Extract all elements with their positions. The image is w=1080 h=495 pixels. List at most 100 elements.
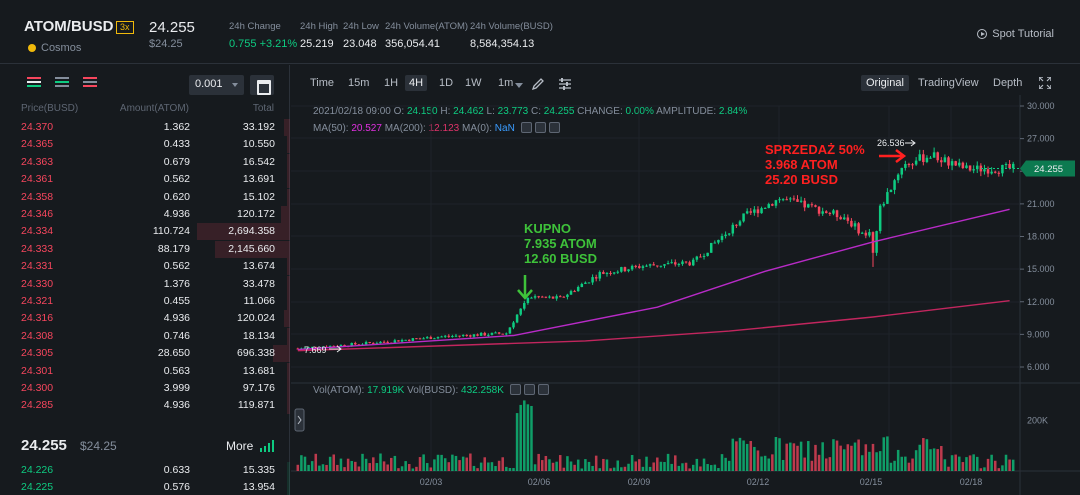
candle-body (825, 211, 828, 213)
ask-row[interactable]: 24.333 88.179 2,145.660 (0, 240, 290, 258)
fullscreen-icon[interactable] (1039, 77, 1051, 89)
view-original-tab[interactable]: Original (861, 75, 909, 91)
candle-body (681, 261, 684, 265)
candle-body (677, 264, 681, 266)
view-bids-icon[interactable] (55, 77, 69, 89)
collapse-handle (294, 408, 305, 432)
ask-row[interactable]: 24.330 1.376 33.478 (0, 275, 290, 293)
ask-row[interactable]: 24.331 0.562 13.674 (0, 258, 290, 276)
ask-row[interactable]: 24.346 4.936 120.172 (0, 206, 290, 223)
ask-row[interactable]: 24.300 3.999 97.176 (0, 380, 290, 397)
pair-title[interactable]: ATOM/BUSD (24, 18, 114, 35)
volume-bar (756, 450, 760, 471)
settings-sliders-icon[interactable] (558, 77, 572, 91)
close-icon[interactable] (548, 122, 560, 133)
volume-bar (429, 467, 433, 471)
gear-icon[interactable] (523, 384, 535, 395)
bid-row[interactable]: 24.226 0.633 15.335 (0, 462, 290, 479)
volume-bar (850, 445, 853, 471)
volume-bar (753, 446, 756, 471)
volume-bar (781, 459, 785, 471)
ma0-value: NaN (494, 123, 515, 134)
candle-body (648, 264, 652, 266)
volume-bar (785, 443, 788, 471)
depth-bar (284, 310, 290, 328)
eye-icon[interactable] (509, 384, 521, 395)
ask-amount: 88.179 (157, 242, 190, 255)
ask-row[interactable]: 24.301 0.563 13.681 (0, 362, 290, 380)
candle-body (814, 205, 817, 207)
candle-body (922, 154, 925, 163)
candlestick-chart[interactable]: 30.00027.00024.00021.00018.00015.00012.0… (291, 65, 1080, 495)
ask-row[interactable]: 24.358 0.620 15.102 (0, 188, 290, 206)
decimals-select[interactable]: 0.001 (189, 75, 244, 95)
ask-row[interactable]: 24.285 4.936 119.871 (0, 397, 290, 415)
ask-row[interactable]: 24.305 28.650 696.338 (0, 345, 290, 363)
view-depth-tab[interactable]: Depth (993, 77, 1023, 89)
candle-body (652, 264, 655, 266)
candle-body (598, 272, 602, 279)
ask-row[interactable]: 24.321 0.455 11.066 (0, 293, 290, 310)
candle-body (968, 165, 972, 171)
ask-row[interactable]: 24.361 0.562 13.691 (0, 171, 290, 189)
book-settings-icon[interactable] (250, 75, 274, 95)
volume-bar (612, 467, 616, 471)
candle-body (616, 271, 620, 273)
candle-body (393, 340, 397, 343)
buy-arrow-icon (517, 275, 533, 300)
candle-body (382, 341, 386, 343)
volume-bar (914, 450, 918, 471)
candle-body (778, 199, 781, 201)
ask-amount: 0.563 (163, 364, 190, 377)
volume-bar (472, 465, 476, 471)
ask-row[interactable]: 24.363 0.679 16.542 (0, 153, 290, 171)
eye-icon[interactable] (520, 122, 532, 133)
view-tradingview-tab[interactable]: TradingView (918, 77, 979, 89)
volume-bar (1008, 459, 1011, 471)
candle-body (807, 204, 810, 208)
spot-tutorial-link[interactable]: Spot Tutorial (977, 28, 1054, 40)
interval-1d[interactable]: 1D (439, 77, 454, 89)
interval-time[interactable]: Time (310, 77, 335, 89)
volume-bar (825, 458, 828, 471)
more-link[interactable]: More (226, 439, 254, 453)
bid-row[interactable]: 24.225 0.576 13.954 (0, 479, 290, 495)
volume-bar (364, 458, 368, 471)
ask-row[interactable]: 24.316 4.936 120.024 (0, 310, 290, 328)
candle-body (979, 165, 983, 172)
ask-row[interactable]: 24.308 0.746 18.134 (0, 327, 290, 345)
ask-row[interactable]: 24.365 0.433 10.550 (0, 136, 290, 154)
volume-bar (354, 461, 357, 471)
interval-1m[interactable]: 1m (498, 77, 514, 89)
close-icon[interactable] (537, 384, 549, 395)
candle-body (670, 262, 673, 264)
gear-icon[interactable] (534, 122, 546, 133)
view-asks-icon[interactable] (83, 77, 97, 89)
volume-bar (562, 467, 566, 471)
candle-body (781, 199, 785, 201)
ask-row[interactable]: 24.370 1.362 33.192 (0, 119, 290, 136)
stat-value-low: 23.048 (343, 38, 377, 50)
volume-bar (645, 456, 648, 471)
ohlc-change: 0.00% (625, 106, 654, 117)
depth-bar (287, 462, 290, 479)
candle-body (407, 339, 411, 341)
interval-15m[interactable]: 15m (348, 77, 370, 89)
chevron-down-icon[interactable] (515, 83, 523, 89)
view-both-icon[interactable] (27, 77, 41, 89)
interval-1h[interactable]: 1H (384, 77, 399, 89)
volume-bar (623, 466, 627, 471)
coin-name[interactable]: Cosmos (28, 42, 81, 54)
interval-4h[interactable]: 4H (405, 75, 428, 91)
candle-body (469, 335, 472, 337)
volume-bar (706, 464, 709, 471)
volume-bar (307, 464, 310, 471)
candle-body (501, 333, 504, 335)
ask-row[interactable]: 24.334 110.724 2,694.358 (0, 223, 290, 241)
volume-bar (454, 455, 458, 471)
volume-bar (932, 448, 936, 471)
volume-bar (853, 442, 857, 471)
interval-1w[interactable]: 1W (465, 77, 482, 89)
pencil-icon[interactable] (531, 77, 545, 91)
candle-body (623, 267, 627, 272)
